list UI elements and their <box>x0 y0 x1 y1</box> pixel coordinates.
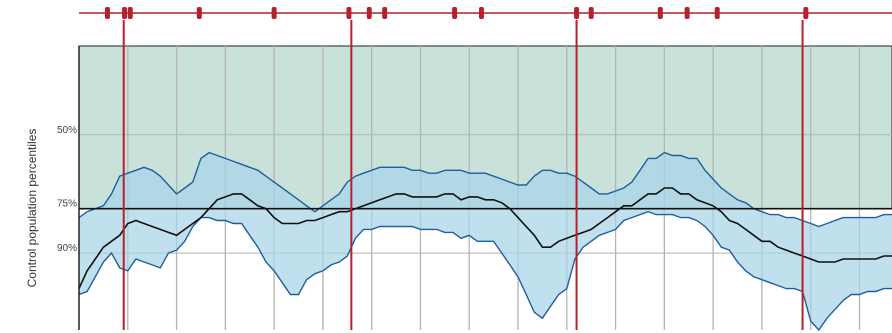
y-tick-label: 75% <box>57 199 77 210</box>
event-marker <box>196 7 202 19</box>
event-marker <box>346 7 352 19</box>
event-marker <box>127 7 133 19</box>
event-marker <box>104 7 110 19</box>
day-marker-lines <box>122 20 804 330</box>
y-tick-labels: 50% 75% 90% <box>57 125 77 254</box>
event-marker <box>271 7 277 19</box>
event-marker <box>714 7 720 19</box>
event-marker <box>574 7 580 19</box>
y-tick-label: 90% <box>57 243 77 254</box>
event-marker <box>684 7 690 19</box>
median-percentile-line <box>78 187 892 289</box>
event-marker <box>122 7 128 19</box>
upper-percentile-line <box>78 151 892 228</box>
lower-percentile-line <box>78 210 892 332</box>
event-marker <box>478 7 484 19</box>
event-markers <box>104 7 809 19</box>
y-axis-title: Control population percentiles <box>25 129 39 288</box>
event-marker <box>657 7 663 19</box>
event-marker <box>366 7 372 19</box>
event-marker <box>588 7 594 19</box>
event-marker <box>382 7 388 19</box>
y-tick-label: 50% <box>57 125 77 136</box>
event-marker <box>803 7 809 19</box>
event-marker <box>452 7 458 19</box>
